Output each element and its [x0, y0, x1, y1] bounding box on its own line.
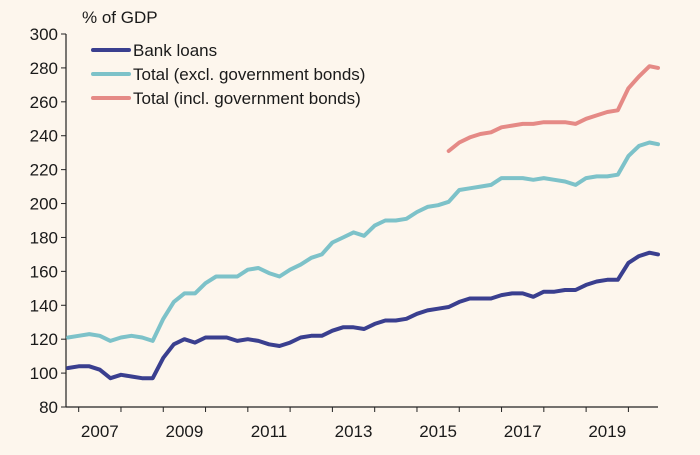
y-tick-label: 80	[39, 398, 58, 417]
series-lines	[66, 64, 660, 381]
legend-label: Bank loans	[133, 41, 217, 60]
y-tick-label: 300	[30, 25, 58, 44]
x-tick-label: 2009	[165, 422, 203, 441]
y-tick-label: 220	[30, 161, 58, 180]
y-tick-label: 280	[30, 59, 58, 78]
x-tick-label: 2013	[335, 422, 373, 441]
y-tick-label: 140	[30, 296, 58, 315]
legend: Bank loans Total (excl. government bonds)…	[91, 41, 365, 108]
y-axis-unit-label: % of GDP	[82, 8, 158, 27]
y-tick-label: 260	[30, 93, 58, 112]
axes: 80 100 120 140 160 180 200 220 240 260 280 300 2007 2…	[30, 25, 658, 441]
y-tick-label: 120	[30, 330, 58, 349]
legend-label: Total (incl. government bonds)	[133, 89, 361, 108]
x-tick-label: 2017	[504, 422, 542, 441]
y-tick-label: 100	[30, 364, 58, 383]
y-tick-label: 240	[30, 127, 58, 146]
x-tick-label: 2019	[588, 422, 626, 441]
y-tick-label: 200	[30, 195, 58, 214]
series-line-1	[66, 250, 660, 381]
y-tick-label: 180	[30, 228, 58, 247]
legend-label: Total (excl. government bonds)	[133, 65, 365, 84]
x-tick-label: 2015	[419, 422, 457, 441]
x-tick-label: 2007	[81, 422, 119, 441]
x-tick-label: 2011	[251, 422, 288, 441]
series-line-2	[66, 140, 660, 343]
series-line-3	[446, 64, 660, 153]
y-tick-label: 160	[30, 262, 58, 281]
